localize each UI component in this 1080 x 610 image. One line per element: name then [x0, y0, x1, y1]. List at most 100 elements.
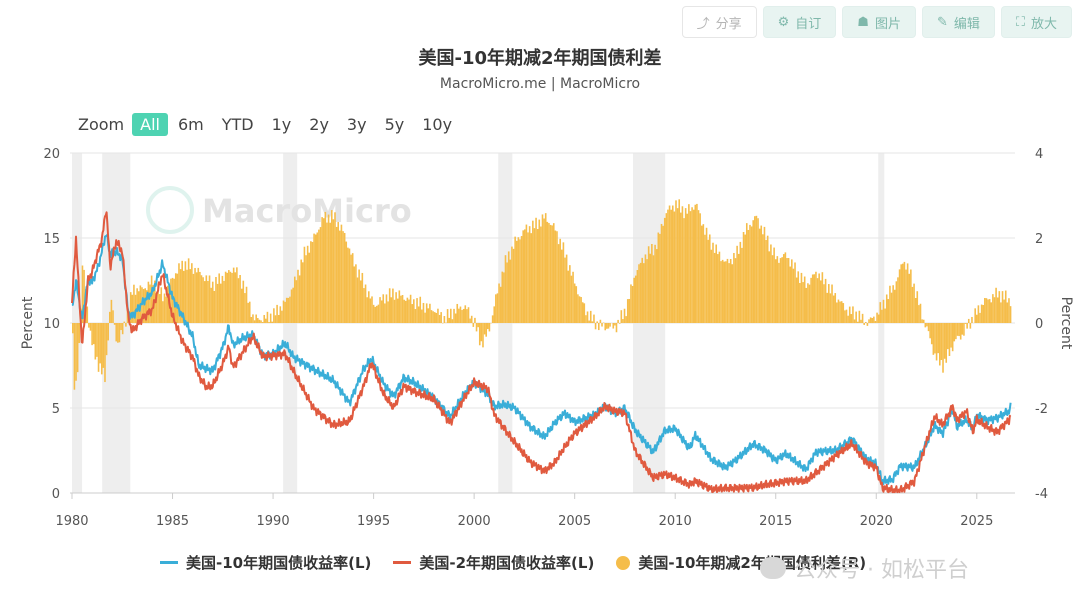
spread-bar: [757, 218, 759, 323]
spread-bar: [731, 264, 734, 323]
spread-bar: [522, 230, 524, 323]
spread-bar: [454, 313, 457, 323]
spread-bar: [276, 304, 278, 323]
spread-bar: [538, 219, 541, 323]
spread-bar: [247, 302, 249, 323]
spread-bar: [589, 310, 592, 323]
spread-bar: [715, 244, 718, 323]
spread-bar: [845, 309, 848, 323]
spread-bar: [652, 255, 655, 323]
spread-bar: [339, 230, 341, 323]
spread-bar: [131, 294, 134, 323]
spread-bar: [89, 323, 92, 331]
spread-bar: [453, 308, 455, 323]
spread-bar: [699, 213, 701, 323]
spread-bar: [228, 270, 230, 323]
spread-bar: [488, 323, 491, 332]
zoom-option-2y[interactable]: 2y: [309, 115, 329, 134]
spread-bar: [634, 275, 637, 323]
toolbar-button-2[interactable]: ☗ 图片: [842, 6, 916, 38]
spread-bar: [829, 293, 832, 323]
spread-bar: [163, 293, 166, 323]
toolbar-button-4[interactable]: ⛶ 放大: [1000, 6, 1072, 38]
spread-bar: [832, 295, 835, 323]
spread-bar: [157, 283, 159, 323]
spread-bar: [277, 314, 280, 323]
spread-bar: [203, 281, 206, 323]
spread-bar: [786, 258, 788, 323]
spread-bar: [911, 286, 914, 323]
spread-bar: [861, 313, 864, 323]
x-tick-label: 1980: [55, 514, 88, 529]
spread-bar: [620, 310, 623, 323]
spread-bar: [580, 297, 582, 323]
toolbar-button-label: 放大: [1030, 16, 1057, 32]
spread-bar: [974, 308, 976, 323]
spread-bar: [712, 242, 714, 323]
spread-bar: [292, 287, 294, 323]
spread-bar: [802, 282, 804, 323]
spread-bar: [773, 247, 775, 323]
spread-bar: [265, 318, 267, 323]
spread-bar: [618, 323, 621, 324]
spread-bar: [834, 293, 837, 323]
zoom-option-1y[interactable]: 1y: [271, 115, 292, 134]
spread-bar: [943, 323, 946, 359]
toolbar-button-0[interactable]: ⤴ 分享: [681, 6, 757, 38]
legend-item-2y[interactable]: 美国-2年期国债收益率(L): [393, 552, 594, 573]
spread-bar: [369, 298, 372, 323]
spread-bar: [514, 236, 516, 323]
spread-bar: [882, 299, 885, 323]
spread-bar: [921, 319, 923, 323]
spread-bar: [493, 306, 496, 323]
x-tick-label: 1995: [357, 514, 390, 529]
spread-bar: [273, 308, 275, 323]
spread-bar: [934, 323, 936, 354]
legend-item-spread[interactable]: 美国-10年期减2年期国债利差(R): [616, 552, 866, 573]
spread-bar: [583, 303, 586, 323]
spread-bar: [573, 283, 576, 323]
spread-bar: [541, 214, 544, 323]
spread-bar: [995, 287, 997, 323]
zoom-option-6m[interactable]: 6m: [177, 115, 204, 134]
spread-bar: [86, 306, 89, 323]
spread-bar: [778, 262, 780, 323]
spread-bar: [992, 294, 994, 323]
spread-bar: [215, 276, 217, 323]
spread-bar: [174, 273, 177, 323]
spread-bar: [162, 301, 164, 323]
spread-bar: [668, 205, 671, 323]
zoom-option-3y[interactable]: 3y: [346, 115, 367, 134]
spread-bar: [811, 274, 814, 323]
spread-bar: [252, 314, 254, 323]
legend-swatch-10y: [160, 561, 178, 564]
spread-bar: [424, 312, 426, 323]
toolbar-button-1[interactable]: ⚙ 自订: [762, 6, 837, 38]
zoom-option-5y[interactable]: 5y: [384, 115, 405, 134]
spread-bar: [123, 321, 126, 323]
spread-bar: [329, 222, 331, 323]
spread-bar: [937, 323, 939, 354]
spread-bar: [427, 308, 430, 323]
spread-bar: [512, 248, 515, 323]
spread-bar: [211, 281, 214, 323]
spread-bar: [483, 323, 486, 335]
spread-bar: [186, 269, 188, 323]
zoom-option-10y[interactable]: 10y: [422, 115, 453, 134]
spread-bar: [643, 263, 645, 323]
spread-bar: [1004, 290, 1007, 323]
spread-bar: [646, 259, 648, 323]
spread-bar: [828, 284, 830, 323]
toolbar-button-3[interactable]: ✎ 编辑: [921, 6, 995, 38]
spread-bar: [417, 306, 420, 323]
spread-bar: [869, 317, 872, 323]
spread-bar: [1000, 302, 1002, 323]
spread-bar: [963, 323, 965, 336]
spread-bar: [979, 312, 981, 323]
spread-bar: [171, 277, 174, 323]
zoom-option-all[interactable]: All: [132, 113, 168, 136]
spread-bar: [372, 304, 375, 323]
spread-bar: [435, 312, 438, 323]
legend-item-10y[interactable]: 美国-10年期国债收益率(L): [160, 552, 371, 573]
zoom-option-ytd[interactable]: YTD: [221, 115, 254, 134]
